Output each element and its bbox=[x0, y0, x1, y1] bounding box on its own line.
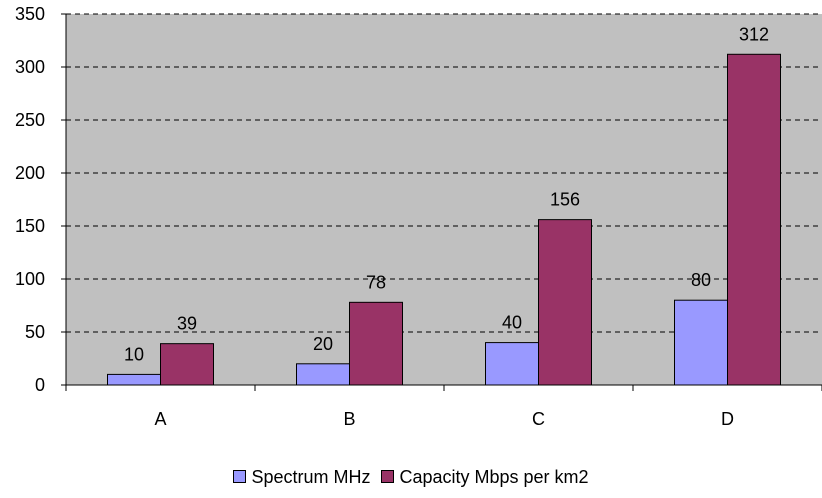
y-tick-label: 0 bbox=[35, 375, 45, 395]
data-labels: 10 39 20 78 40 156 80 312 bbox=[124, 24, 769, 364]
legend-swatch-spectrum bbox=[233, 470, 247, 484]
data-label: 312 bbox=[739, 24, 769, 44]
bar-chart: 0 50 100 150 200 250 300 350 A B C D 10 39 20 78 40 156… bbox=[15, 4, 822, 429]
y-tick-label: 200 bbox=[15, 163, 45, 183]
y-tick-label: 100 bbox=[15, 269, 45, 289]
y-tick-label: 150 bbox=[15, 216, 45, 236]
data-label: 20 bbox=[313, 334, 333, 354]
bars bbox=[107, 53, 781, 386]
bar bbox=[538, 219, 592, 386]
x-tick-label: C bbox=[532, 409, 545, 429]
bar bbox=[485, 342, 539, 386]
legend-item-capacity: Capacity Mbps per km2 bbox=[381, 466, 589, 488]
y-tick-label: 350 bbox=[15, 4, 45, 24]
bar bbox=[296, 363, 350, 386]
y-tick-label: 300 bbox=[15, 57, 45, 77]
x-tick-label: A bbox=[154, 409, 166, 429]
data-label: 156 bbox=[550, 190, 580, 210]
legend-swatch-capacity bbox=[381, 470, 395, 484]
bar bbox=[107, 373, 161, 386]
data-label: 80 bbox=[691, 270, 711, 290]
y-axis: 0 50 100 150 200 250 300 350 bbox=[15, 4, 67, 395]
legend-label-capacity: Capacity Mbps per km2 bbox=[399, 467, 589, 488]
x-axis: A B C D bbox=[65, 384, 822, 429]
legend-item-spectrum: Spectrum MHz bbox=[233, 466, 370, 488]
data-label: 10 bbox=[124, 344, 144, 364]
x-tick-label: D bbox=[721, 409, 734, 429]
bar bbox=[160, 343, 214, 386]
data-label: 40 bbox=[502, 313, 522, 333]
data-label: 39 bbox=[177, 314, 197, 334]
bar bbox=[674, 299, 728, 386]
gridlines bbox=[66, 13, 822, 333]
bar bbox=[349, 301, 403, 386]
bar bbox=[727, 53, 781, 386]
legend: Spectrum MHz Capacity Mbps per km2 bbox=[0, 466, 822, 488]
y-tick-label: 250 bbox=[15, 110, 45, 130]
legend-label-spectrum: Spectrum MHz bbox=[251, 467, 371, 488]
data-label: 78 bbox=[366, 272, 386, 292]
y-tick-label: 50 bbox=[25, 322, 45, 342]
x-tick-label: B bbox=[343, 409, 355, 429]
